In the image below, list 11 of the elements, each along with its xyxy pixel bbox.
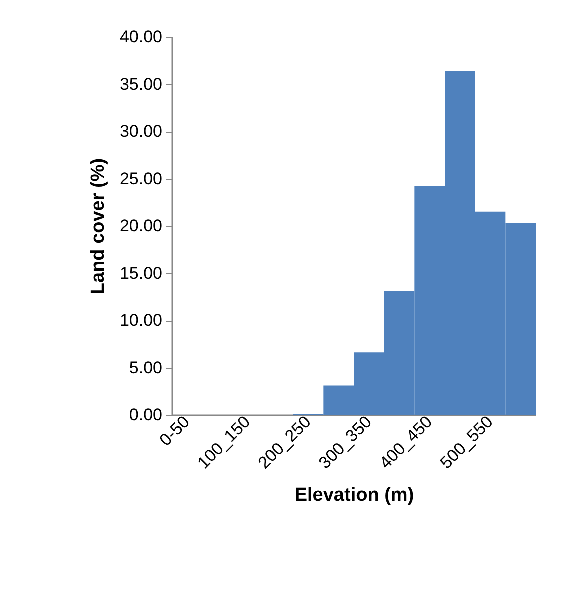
- y-tick-label: 40.00: [120, 28, 162, 46]
- y-tick-label: 35.00: [120, 74, 162, 94]
- y-tick-label: 15.00: [120, 264, 162, 283]
- y-tick-label: 5.00: [129, 358, 162, 378]
- y-tick-label: 0.00: [129, 406, 162, 424]
- y-tick-label: 10.00: [120, 311, 162, 330]
- y-tick-label: 20.00: [120, 216, 162, 236]
- y-tick-label: 25.00: [120, 169, 162, 188]
- y-axis-title: Land cover (%): [88, 158, 109, 295]
- x-axis-title: Elevation (m): [294, 484, 414, 506]
- y-tick-label: 30.00: [120, 122, 162, 141]
